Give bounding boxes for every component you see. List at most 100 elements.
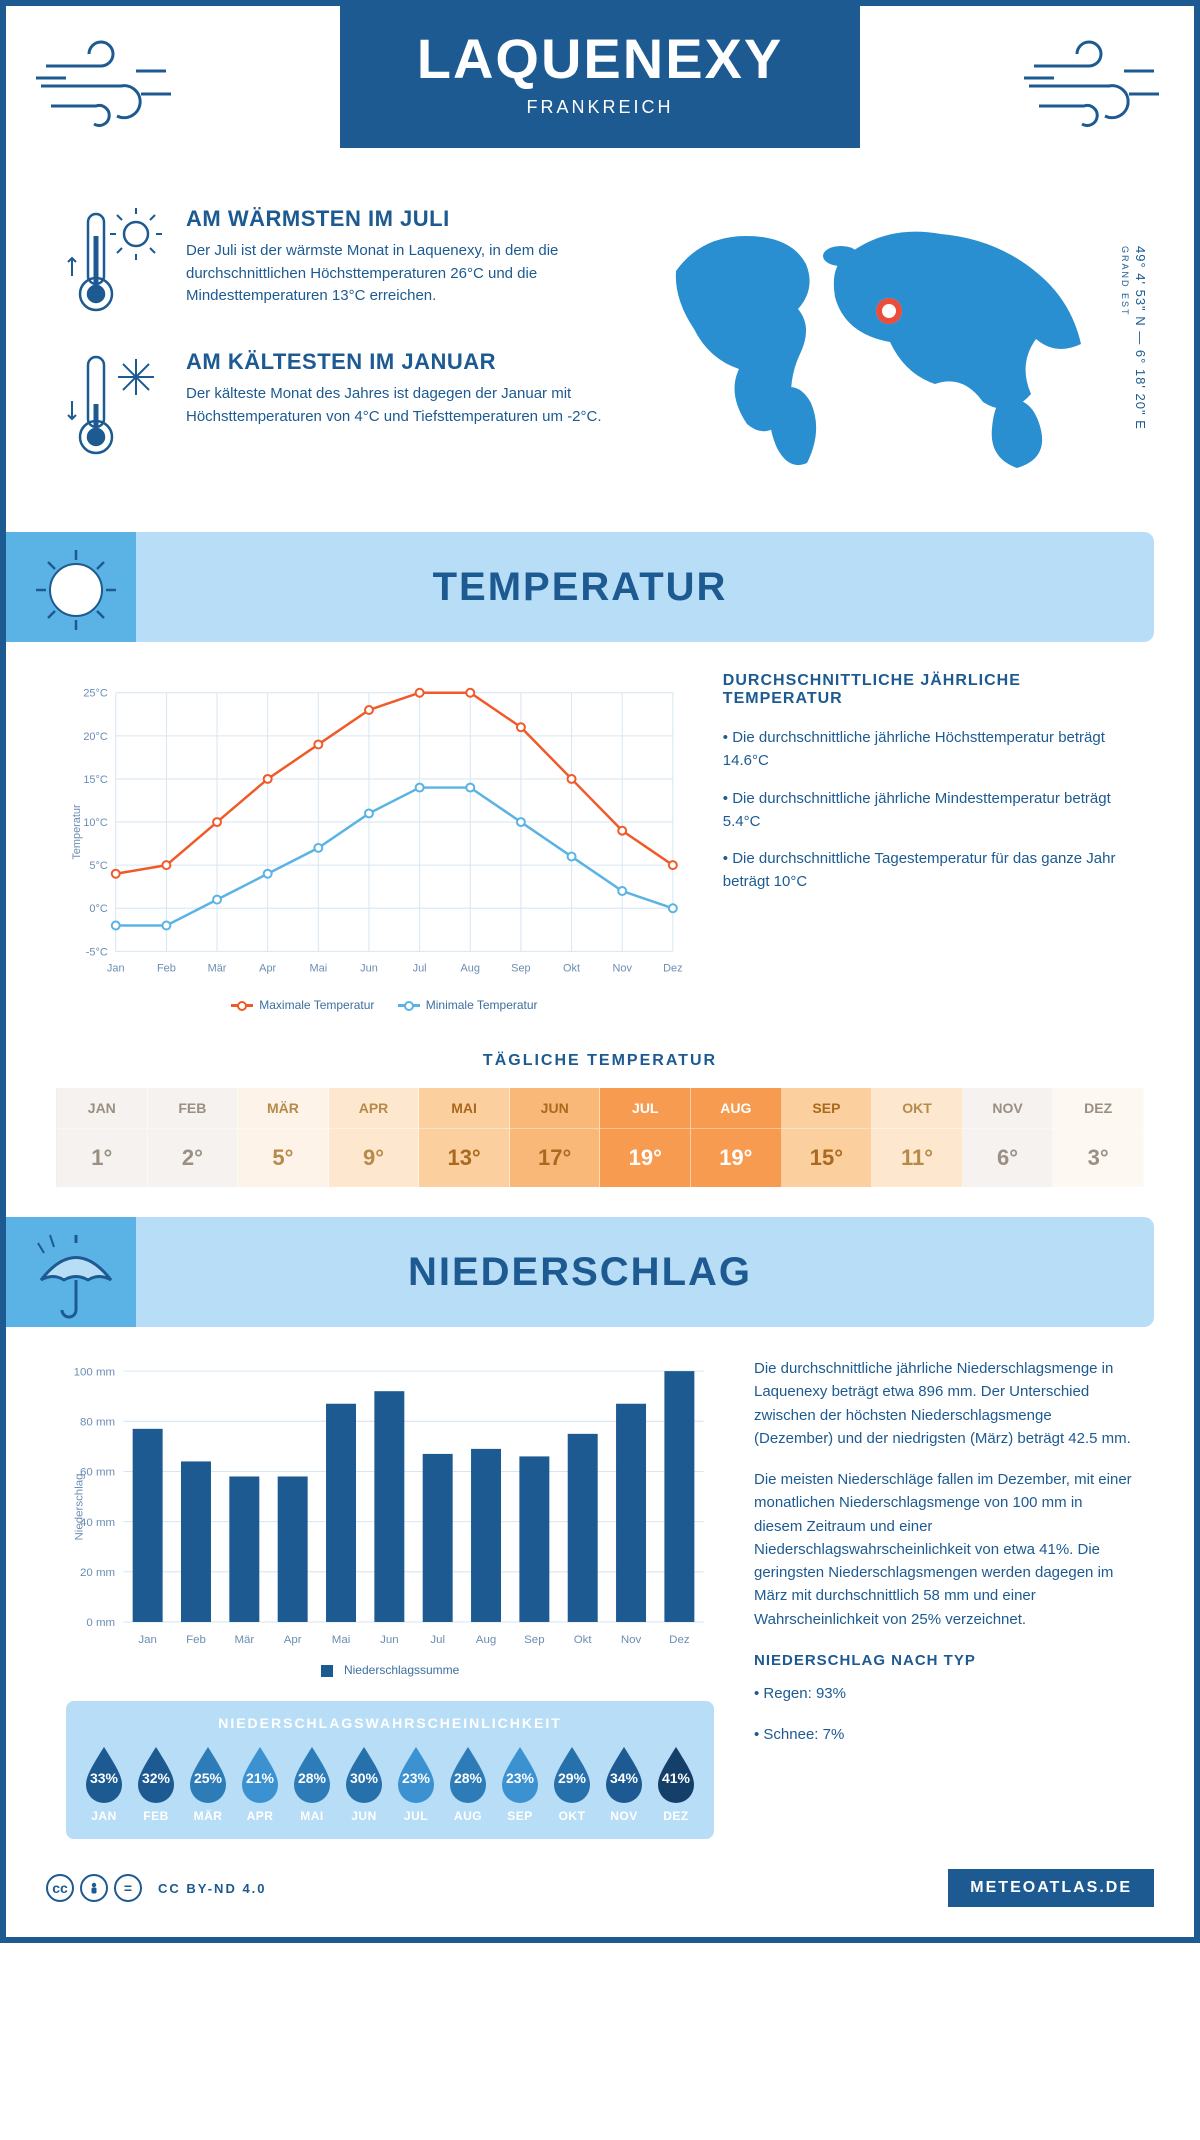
daily-cell: OKT11°: [872, 1088, 963, 1187]
prob-drop: 23%SEP: [496, 1743, 544, 1823]
fact-cold-text: Der kälteste Monat des Jahres ist dagege…: [186, 383, 611, 428]
svg-text:25°C: 25°C: [83, 688, 108, 700]
svg-text:Mär: Mär: [208, 962, 227, 974]
fact-cold-title: AM KÄLTESTEN IM JANUAR: [186, 349, 611, 375]
daily-cell: MAI13°: [419, 1088, 510, 1187]
fact-coldest: AM KÄLTESTEN IM JANUAR Der kälteste Mona…: [66, 349, 611, 464]
prob-drop: 21%APR: [236, 1743, 284, 1823]
fact-warmest: AM WÄRMSTEN IM JULI Der Juli ist der wär…: [66, 206, 611, 321]
temp-legend: Maximale Temperatur Minimale Temperatur: [66, 998, 683, 1012]
precipitation-left: 0 mm20 mm40 mm60 mm80 mm100 mmJanFebMärA…: [66, 1357, 714, 1839]
sun-icon: [26, 540, 126, 645]
svg-text:0 mm: 0 mm: [86, 1617, 115, 1629]
svg-text:Jan: Jan: [138, 1634, 157, 1646]
temperature-banner: TEMPERATUR: [6, 532, 1154, 642]
license-text: CC BY-ND 4.0: [158, 1881, 267, 1896]
site-badge: METEOATLAS.DE: [948, 1869, 1154, 1907]
prob-drop: 34%NOV: [600, 1743, 648, 1823]
umbrella-icon: [26, 1225, 126, 1330]
region-label: GRAND EST: [1120, 246, 1130, 317]
svg-text:Okt: Okt: [574, 1634, 593, 1646]
svg-text:Aug: Aug: [461, 962, 480, 974]
svg-text:Aug: Aug: [476, 1634, 496, 1646]
svg-text:20°C: 20°C: [83, 731, 108, 743]
daily-cell: JAN1°: [57, 1088, 148, 1187]
daily-cell: NOV6°: [963, 1088, 1054, 1187]
svg-text:Temperatur: Temperatur: [71, 804, 83, 860]
svg-text:Apr: Apr: [259, 962, 276, 974]
by-icon: [80, 1874, 108, 1902]
daily-cell: FEB2°: [148, 1088, 239, 1187]
facts-column: AM WÄRMSTEN IM JULI Der Juli ist der wär…: [66, 206, 611, 492]
svg-text:Jul: Jul: [430, 1634, 445, 1646]
cc-icon: cc: [46, 1874, 74, 1902]
prob-drop: 28%MAI: [288, 1743, 336, 1823]
precipitation-title: NIEDERSCHLAG: [408, 1250, 752, 1295]
svg-text:0°C: 0°C: [89, 903, 107, 915]
map-column: 49° 4' 53" N — 6° 18' 20" E GRAND EST: [641, 206, 1134, 492]
wind-icon: [1024, 36, 1164, 141]
temperature-body: -5°C0°C5°C10°C15°C20°C25°CJanFebMärAprMa…: [6, 672, 1194, 1012]
temperature-title: TEMPERATUR: [433, 565, 728, 610]
prob-drop: 25%MÄR: [184, 1743, 232, 1823]
intro-section: AM WÄRMSTEN IM JULI Der Juli ist der wär…: [6, 206, 1194, 522]
svg-text:100 mm: 100 mm: [74, 1366, 116, 1378]
svg-text:Dez: Dez: [669, 1634, 690, 1646]
header: LAQUENEXY FRANKREICH: [6, 6, 1194, 206]
precipitation-banner: NIEDERSCHLAG: [6, 1217, 1154, 1327]
svg-text:Jan: Jan: [107, 962, 125, 974]
world-map-icon: [641, 206, 1121, 486]
svg-text:80 mm: 80 mm: [80, 1416, 115, 1428]
temp-bullet: • Die durchschnittliche jährliche Mindes…: [723, 787, 1134, 834]
svg-text:Mai: Mai: [310, 962, 328, 974]
svg-text:Apr: Apr: [284, 1634, 302, 1646]
fact-warm-title: AM WÄRMSTEN IM JULI: [186, 206, 611, 232]
temperature-chart: -5°C0°C5°C10°C15°C20°C25°CJanFebMärAprMa…: [66, 672, 683, 1012]
svg-text:-5°C: -5°C: [86, 946, 108, 958]
precip-type-bullet: • Schnee: 7%: [754, 1723, 1134, 1746]
svg-text:Feb: Feb: [186, 1634, 206, 1646]
prob-drop: 32%FEB: [132, 1743, 180, 1823]
precipitation-text: Die durchschnittliche jährliche Niedersc…: [754, 1357, 1134, 1839]
svg-text:Okt: Okt: [563, 962, 580, 974]
precip-legend: Niederschlagssumme: [66, 1663, 714, 1677]
daily-cell: DEZ3°: [1053, 1088, 1144, 1187]
coords-text: 49° 4' 53" N — 6° 18' 20" E: [1133, 246, 1148, 430]
thermometer-cold-icon: [66, 349, 166, 464]
svg-text:Mär: Mär: [234, 1634, 254, 1646]
precipitation-chart: 0 mm20 mm40 mm60 mm80 mm100 mmJanFebMärA…: [66, 1357, 714, 1657]
thermometer-hot-icon: [66, 206, 166, 321]
fact-warm-text: Der Juli ist der wärmste Monat in Laquen…: [186, 240, 611, 308]
prob-drop: 29%OKT: [548, 1743, 596, 1823]
daily-cell: AUG19°: [691, 1088, 782, 1187]
page-root: LAQUENEXY FRANKREICH: [0, 0, 1200, 1943]
svg-text:20 mm: 20 mm: [80, 1567, 115, 1579]
prob-drop: 33%JAN: [80, 1743, 128, 1823]
precipitation-probability-box: NIEDERSCHLAGSWAHRSCHEINLICHKEIT 33%JAN32…: [66, 1701, 714, 1839]
license: cc = CC BY-ND 4.0: [46, 1874, 267, 1902]
daily-cell: SEP15°: [782, 1088, 873, 1187]
svg-text:Jul: Jul: [413, 962, 427, 974]
prob-drop: 28%AUG: [444, 1743, 492, 1823]
svg-text:Jun: Jun: [380, 1634, 399, 1646]
daily-temp-table: JAN1°FEB2°MÄR5°APR9°MAI13°JUN17°JUL19°AU…: [56, 1088, 1144, 1187]
daily-cell: JUN17°: [510, 1088, 601, 1187]
temp-bullet: • Die durchschnittliche jährliche Höchst…: [723, 726, 1134, 773]
svg-text:5°C: 5°C: [89, 860, 107, 872]
daily-temp-title: TÄGLICHE TEMPERATUR: [6, 1052, 1194, 1070]
precip-para-1: Die durchschnittliche jährliche Niedersc…: [754, 1357, 1134, 1450]
precip-type-bullet: • Regen: 93%: [754, 1682, 1134, 1705]
coordinates: 49° 4' 53" N — 6° 18' 20" E GRAND EST: [1118, 246, 1148, 430]
temp-info-title: DURCHSCHNITTLICHE JÄHRLICHE TEMPERATUR: [723, 672, 1134, 708]
svg-text:Sep: Sep: [524, 1634, 544, 1646]
title-ribbon: LAQUENEXY FRANKREICH: [340, 6, 860, 148]
precipitation-body: 0 mm20 mm40 mm60 mm80 mm100 mmJanFebMärA…: [6, 1357, 1194, 1839]
legend-min: Minimale Temperatur: [426, 998, 538, 1012]
svg-text:Jun: Jun: [360, 962, 378, 974]
svg-text:Feb: Feb: [157, 962, 176, 974]
svg-text:Dez: Dez: [663, 962, 682, 974]
legend-max: Maximale Temperatur: [259, 998, 374, 1012]
city-title: LAQUENEXY: [340, 26, 860, 91]
country-subtitle: FRANKREICH: [340, 97, 860, 118]
temperature-info: DURCHSCHNITTLICHE JÄHRLICHE TEMPERATUR •…: [723, 672, 1134, 1012]
